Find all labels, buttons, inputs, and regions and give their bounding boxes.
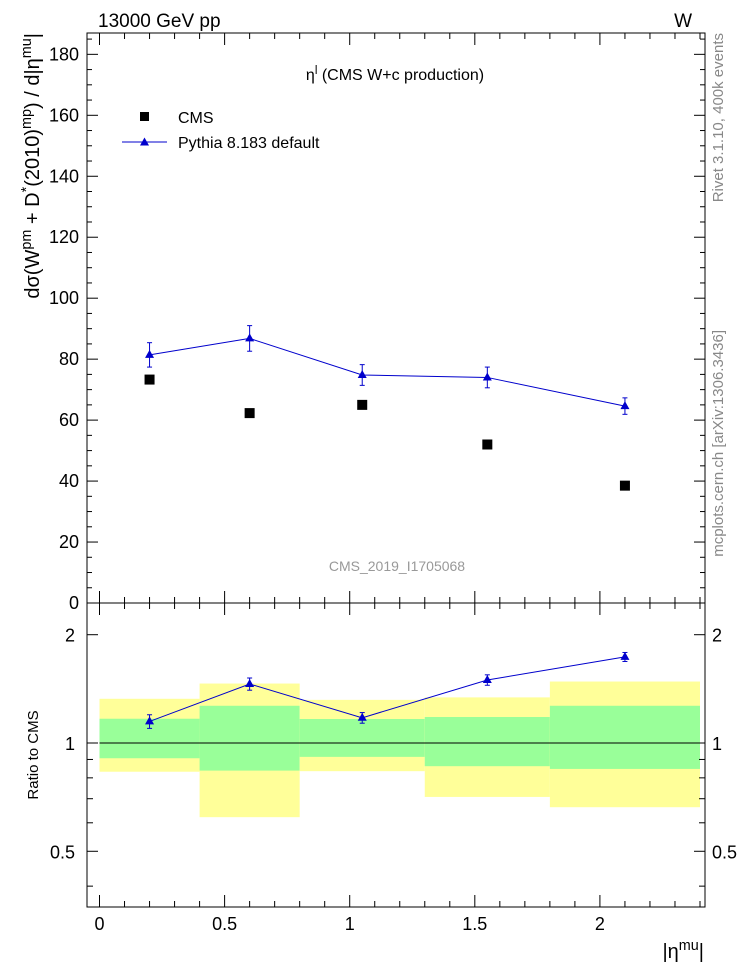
ratio-bands [99, 681, 700, 818]
y-tick-label: 160 [49, 105, 79, 125]
ratio-y-tick-label-right: 0.5 [712, 842, 737, 862]
y-tick-label: 0 [69, 593, 79, 613]
legend-pythia-label: Pythia 8.183 default [178, 135, 320, 152]
ratio-y-axis-label: Ratio to CMS [25, 710, 42, 799]
ratio-stat-band [299, 718, 425, 757]
y-tick-label: 60 [59, 410, 79, 430]
x-tick-label: 0.5 [212, 914, 237, 934]
cms-point [482, 439, 493, 450]
series-cms [144, 374, 630, 491]
main-y-axis: 0 20 40 60 80 100 120 140 160 180 [49, 38, 705, 613]
pythia-point [482, 372, 492, 381]
ratio-pythia-point [620, 651, 630, 660]
legend: CMS Pythia 8.183 default [122, 110, 320, 152]
y-tick-label: 80 [59, 349, 79, 369]
cms-point [619, 480, 630, 491]
ratio-y-tick-label: 2 [65, 626, 75, 646]
ratio-y-tick-label: 1 [65, 734, 75, 754]
legend-pythia-marker [140, 137, 149, 146]
x-tick-label: 1.5 [462, 914, 487, 934]
ratio-y-tick-label-right: 1 [712, 734, 722, 754]
y-tick-label: 100 [49, 288, 79, 308]
ratio-y-tick-label-right: 2 [712, 626, 722, 646]
pythia-line [149, 337, 626, 407]
y-tick-label: 120 [49, 227, 79, 247]
legend-cms-marker [140, 112, 149, 121]
x-tick-label: 2 [595, 914, 605, 934]
ratio-frame [86, 602, 706, 908]
legend-cms-label: CMS [178, 110, 214, 127]
pythia-point [245, 333, 255, 342]
y-tick-label: 180 [49, 44, 79, 64]
rivet-label: Rivet 3.1.10, 400k events [710, 33, 727, 202]
ratio-pythia-point [357, 712, 367, 721]
ratio-pythia-point [482, 674, 492, 683]
pythia-point [145, 349, 155, 358]
y-axis-label: dσ(Wpm + D*(2010)mp) / d|ηmu| [19, 33, 44, 299]
ratio-stat-band [549, 705, 700, 769]
x-tick-label: 0 [95, 914, 105, 934]
ratio-y-axis: 0.5 0.5 1 1 2 2 [50, 626, 737, 887]
x-axis: 0 0.5 1 1.5 2 [95, 33, 701, 934]
cms-point [357, 399, 368, 410]
pythia-point [357, 370, 367, 378]
y-tick-label: 40 [59, 471, 79, 491]
ratio-stat-band [424, 717, 550, 767]
series-pythia [145, 325, 630, 415]
x-tick-label: 1 [345, 914, 355, 934]
pythia-point [620, 401, 630, 410]
ratio-series-pythia [145, 651, 630, 729]
header-left-label: 13000 GeV pp [98, 11, 221, 32]
header-right-label: W [674, 11, 692, 32]
cms-point [144, 374, 155, 385]
y-tick-label: 140 [49, 166, 79, 186]
ratio-pythia-point [145, 716, 155, 725]
ratio-stat-band [199, 705, 300, 771]
analysis-label: CMS_2019_I1705068 [329, 558, 465, 574]
chart-title: ηl (CMS W+c production) [306, 65, 484, 84]
x-axis-label: |ηmu| [662, 938, 704, 963]
y-tick-label: 20 [59, 532, 79, 552]
cms-point [244, 408, 255, 419]
ratio-pythia-point [245, 678, 255, 687]
ratio-y-tick-label: 0.5 [50, 842, 75, 862]
mcplots-label: mcplots.cern.ch [arXiv:1306.3436] [710, 330, 727, 557]
